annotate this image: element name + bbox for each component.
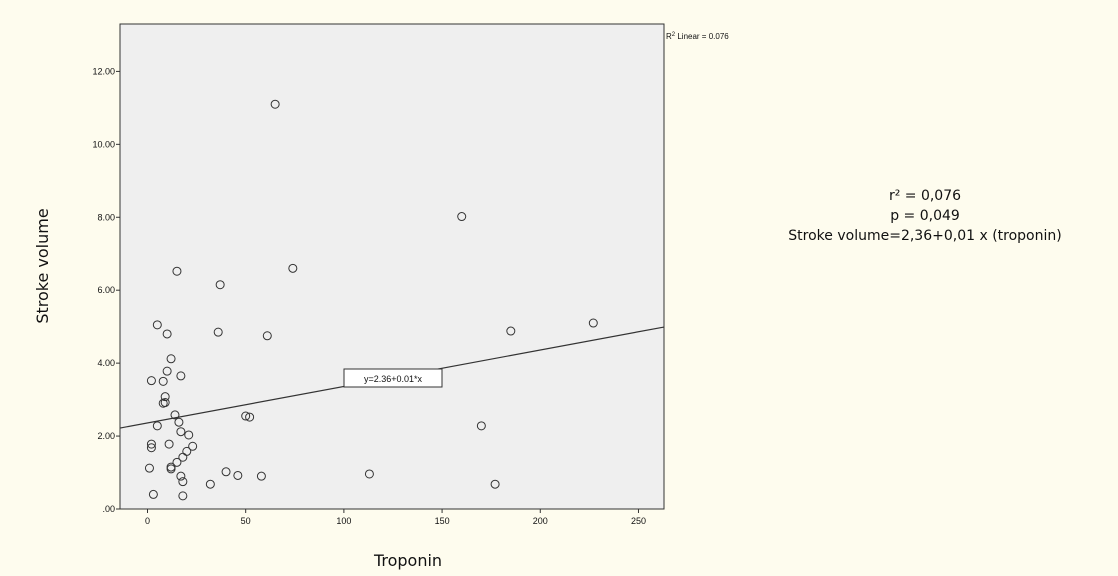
data-point xyxy=(490,479,500,489)
data-point xyxy=(205,479,215,489)
data-point xyxy=(476,421,486,431)
data-point xyxy=(176,427,186,437)
data-point xyxy=(152,421,162,431)
y-axis-title: Stroke volume xyxy=(33,208,52,323)
y-tick-label: 12.00 xyxy=(92,66,115,76)
regression-equation-text: Stroke volume=2,36+0,01 x (troponin) xyxy=(788,228,1062,244)
data-point xyxy=(144,463,154,473)
data-point xyxy=(221,467,231,477)
r2-linear-label: R2 Linear = 0.076 xyxy=(666,32,729,41)
data-point xyxy=(506,326,516,336)
data-point xyxy=(215,280,225,290)
x-tick-label: 100 xyxy=(336,516,351,526)
x-tick-label: 150 xyxy=(435,516,450,526)
data-point xyxy=(178,477,188,487)
data-point xyxy=(176,471,186,481)
data-points xyxy=(144,99,598,501)
r-squared-text: r² = 0,076 xyxy=(888,188,962,204)
data-point xyxy=(233,470,243,480)
data-point xyxy=(178,452,188,462)
data-point xyxy=(245,412,255,422)
data-point xyxy=(172,266,182,276)
x-tick-label: 50 xyxy=(241,516,251,526)
data-point xyxy=(152,320,162,330)
data-point xyxy=(172,457,182,467)
fit-equation-box xyxy=(343,368,443,388)
y-tick-label: 4.00 xyxy=(97,358,115,368)
data-point xyxy=(262,331,272,341)
p-value-text: p = 0,049 xyxy=(890,208,960,224)
data-point xyxy=(176,371,186,381)
x-tick-label: 200 xyxy=(533,516,548,526)
x-axis-title: Troponin xyxy=(373,551,442,570)
y-tick-label: .00 xyxy=(102,504,115,514)
data-point xyxy=(588,318,598,328)
regression-stats: r² = 0,076 p = 0,049 Stroke volume=2,36+… xyxy=(735,186,1115,246)
data-point xyxy=(188,441,198,451)
data-point xyxy=(270,99,280,109)
y-tick-label: 8.00 xyxy=(97,212,115,222)
y-tick-label: 6.00 xyxy=(97,285,115,295)
data-point xyxy=(184,430,194,440)
data-point xyxy=(166,354,176,364)
data-point xyxy=(164,439,174,449)
data-point xyxy=(146,439,156,449)
data-point xyxy=(160,392,170,402)
x-tick-label: 0 xyxy=(145,516,150,526)
data-point xyxy=(256,471,266,481)
data-point xyxy=(364,469,374,479)
data-point xyxy=(178,491,188,501)
axes: .00 2.00 4.00 6.00 8.00 10.00 12.00 0 50 100 150 20… xyxy=(92,66,646,526)
y-tick-label: 10.00 xyxy=(92,139,115,149)
data-point xyxy=(162,366,172,376)
data-point xyxy=(160,398,170,408)
fit-equation-label: y=2.36+0.01*x xyxy=(364,374,423,384)
data-point xyxy=(241,411,251,421)
data-point xyxy=(162,329,172,339)
data-point xyxy=(158,376,168,386)
data-point xyxy=(174,417,184,427)
data-point xyxy=(457,212,467,222)
x-tick-label: 250 xyxy=(631,516,646,526)
data-point xyxy=(148,489,158,499)
data-point xyxy=(146,376,156,386)
data-point xyxy=(213,327,223,337)
data-point xyxy=(288,263,298,273)
y-tick-label: 2.00 xyxy=(97,431,115,441)
regression-line-group: y=2.36+0.01*x xyxy=(119,326,665,429)
plot-area xyxy=(119,23,665,510)
data-point xyxy=(146,443,156,453)
data-point xyxy=(170,410,180,420)
data-point xyxy=(166,464,176,474)
